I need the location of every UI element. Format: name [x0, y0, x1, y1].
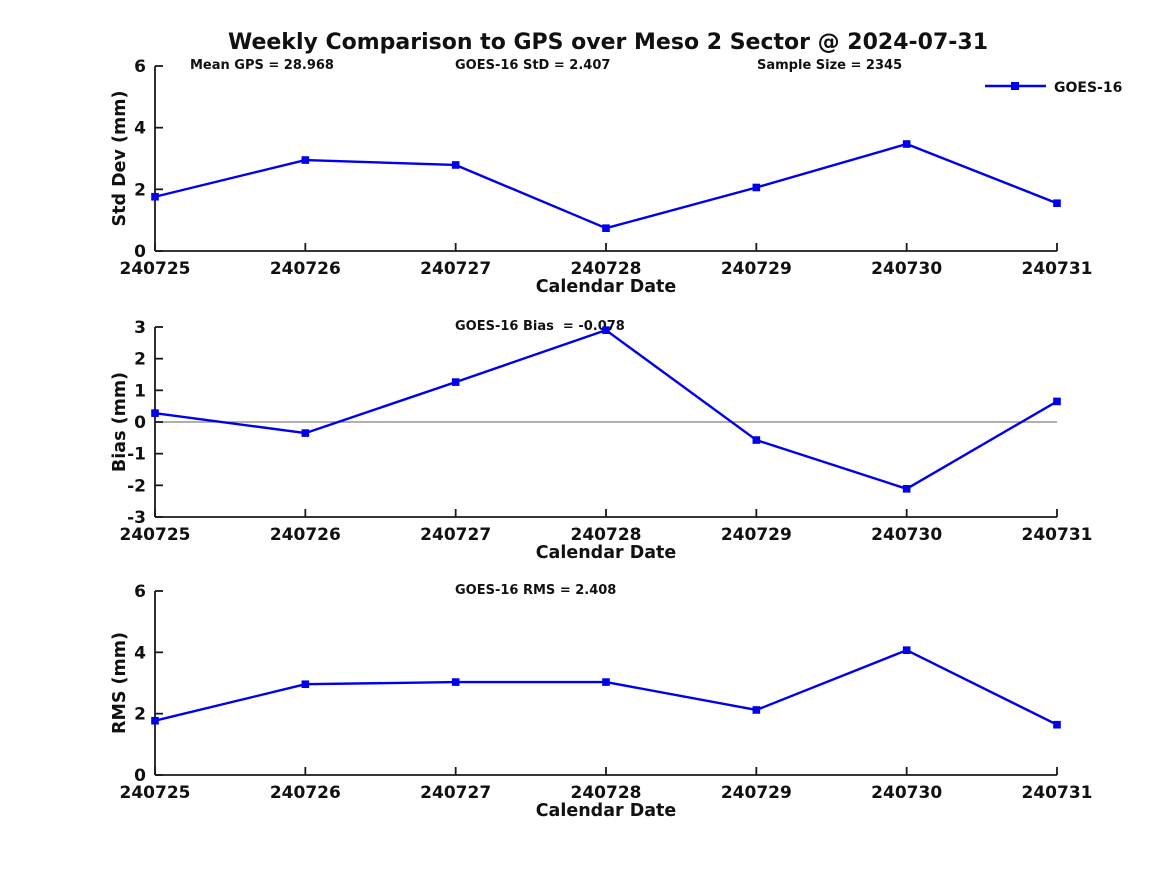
data-point-marker [451, 161, 460, 169]
x-axis-title: Calendar Date [536, 543, 677, 563]
y-tick-label: 0 [134, 413, 146, 433]
data-point-marker [301, 680, 310, 689]
y-tick-label: 3 [134, 318, 146, 338]
data-point-marker [151, 716, 159, 725]
data-point-marker [752, 706, 761, 714]
data-point-marker [752, 183, 761, 192]
y-axis-title: Bias (mm) [110, 372, 130, 472]
y-tick-label: 1 [134, 381, 146, 401]
x-tick-label: 240726 [270, 525, 341, 545]
stat-annotation: GOES-16 RMS = 2.408 [455, 583, 616, 598]
x-tick-label: 240731 [1022, 525, 1093, 545]
x-tick-label: 240731 [1022, 259, 1093, 279]
data-point-marker [301, 429, 310, 437]
x-tick-label: 240727 [420, 259, 491, 279]
data-point-marker [1053, 397, 1061, 406]
x-tick-label: 240729 [721, 525, 792, 545]
y-axis-title: Std Dev (mm) [110, 91, 130, 227]
y-axis-title: RMS (mm) [110, 632, 130, 734]
data-point-marker [602, 326, 610, 334]
x-tick-label: 240730 [871, 783, 942, 803]
x-tick-label: 240727 [420, 783, 491, 803]
y-tick-label: 0 [134, 766, 146, 786]
data-point-marker [1053, 720, 1061, 729]
x-tick-label: 240728 [571, 259, 642, 279]
legend-marker-icon [1011, 82, 1019, 90]
data-point-marker [301, 156, 310, 164]
data-point-marker [451, 378, 460, 386]
panel-bias: -3 -2 -1 0 1 2 3 240725 240726 240727 240728 240729… [110, 318, 1092, 563]
y-tick-label: -1 [127, 445, 146, 465]
y-tick-label: 2 [134, 350, 146, 370]
y-tick-label: -2 [127, 476, 146, 496]
data-point-marker [902, 646, 911, 654]
data-point-marker [1053, 199, 1061, 208]
stat-annotation: GOES-16 StD = 2.407 [455, 58, 610, 73]
y-tick-label: -3 [127, 508, 146, 528]
x-tick-label: 240729 [721, 783, 792, 803]
data-point-marker [602, 678, 610, 686]
stat-annotation: Sample Size = 2345 [757, 58, 902, 73]
x-axis-title: Calendar Date [536, 277, 677, 297]
x-tick-label: 240728 [571, 783, 642, 803]
x-tick-label: 240728 [571, 525, 642, 545]
data-point-marker [451, 678, 460, 686]
stat-annotation: Mean GPS = 28.968 [190, 58, 334, 73]
data-point-marker [902, 140, 911, 148]
legend-label: GOES-16 [1054, 80, 1122, 96]
x-tick-label: 240729 [721, 259, 792, 279]
x-tick-label: 240730 [871, 259, 942, 279]
y-tick-label: 2 [134, 180, 146, 200]
chart-title: Weekly Comparison to GPS over Meso 2 Sec… [228, 30, 988, 55]
data-point-marker [752, 436, 761, 444]
y-tick-label: 6 [134, 57, 146, 77]
y-tick-label: 4 [134, 643, 146, 663]
x-tick-label: 240725 [120, 783, 191, 803]
stat-annotation: GOES-16 Bias = -0.078 [455, 319, 625, 334]
x-tick-label: 240725 [120, 525, 191, 545]
data-point-marker [151, 192, 159, 201]
series-line-goes-16 [154, 142, 1058, 230]
panel-std-dev: 0 2 4 6 240725 240726 240727 240728 240729 240730… [110, 57, 1122, 297]
x-axis-title: Calendar Date [536, 801, 677, 821]
x-tick-label: 240726 [270, 259, 341, 279]
series-line-goes-16 [154, 328, 1058, 491]
data-point-marker [902, 485, 911, 493]
data-point-marker [151, 409, 159, 417]
x-tick-label: 240731 [1022, 783, 1093, 803]
y-tick-label: 2 [134, 705, 146, 725]
x-tick-label: 240730 [871, 525, 942, 545]
panel-rms: 0 2 4 6 240725 240726 240727 240728 240729 240730… [110, 582, 1092, 821]
y-tick-label: 6 [134, 582, 146, 602]
data-point-marker [602, 224, 610, 232]
y-tick-label: 4 [134, 119, 146, 139]
x-tick-label: 240726 [270, 783, 341, 803]
x-tick-label: 240725 [120, 259, 191, 279]
series-line-goes-16 [154, 648, 1058, 726]
x-tick-label: 240727 [420, 525, 491, 545]
y-tick-label: 0 [134, 242, 146, 262]
legend: GOES-16 [985, 80, 1122, 96]
